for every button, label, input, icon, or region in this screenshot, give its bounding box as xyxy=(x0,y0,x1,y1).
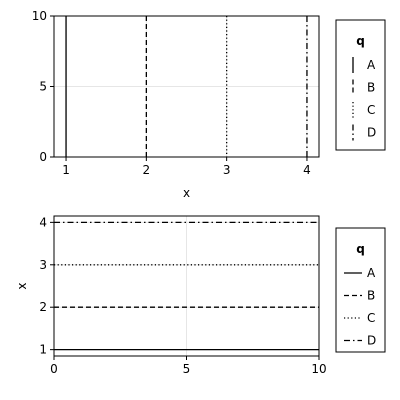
panel1-legend-label-A: A xyxy=(367,58,376,72)
panel1-legend-box xyxy=(335,19,386,151)
panel1-y-tick-label-1: 5 xyxy=(39,80,47,94)
panel2-x-tick-label-2: 10 xyxy=(311,362,326,376)
panel2-x-tick-label-0: 0 xyxy=(50,362,58,376)
panel1-y-tick-label-2: 10 xyxy=(32,9,47,23)
panel2-legend-box xyxy=(335,227,386,353)
panel2-x-tick-label-1: 5 xyxy=(183,362,191,376)
panel2-legend-label-C: C xyxy=(367,311,375,325)
panel1-y-tick-label-0: 0 xyxy=(39,150,47,164)
panel1-x-tick-label-3: 4 xyxy=(303,163,311,177)
panel2-y-tick-label-0: 1 xyxy=(39,343,47,357)
panel1-x-tick-label-0: 1 xyxy=(62,163,70,177)
panel1-x-tick-label-1: 2 xyxy=(143,163,151,177)
panel1-x-axis-label: x xyxy=(183,186,190,200)
panel1-x-tick-label-2: 3 xyxy=(223,163,231,177)
panel2-y-tick-label-1: 2 xyxy=(39,300,47,314)
panel1-legend-label-C: C xyxy=(367,103,375,117)
panel2-legend-label-D: D xyxy=(367,334,376,348)
panel2-y-axis-label: x xyxy=(15,282,29,289)
panel1-legend-title: q xyxy=(356,34,365,48)
panel2-legend-label-A: A xyxy=(367,266,376,280)
panel1-legend-label-B: B xyxy=(367,81,375,95)
panel2-legend-label-B: B xyxy=(367,289,375,303)
panel2-legend-title: q xyxy=(356,242,365,256)
panel2-y-tick-label-3: 4 xyxy=(39,215,47,229)
panel1-legend-label-D: D xyxy=(367,126,376,140)
panel2-y-tick-label-2: 3 xyxy=(39,258,47,272)
